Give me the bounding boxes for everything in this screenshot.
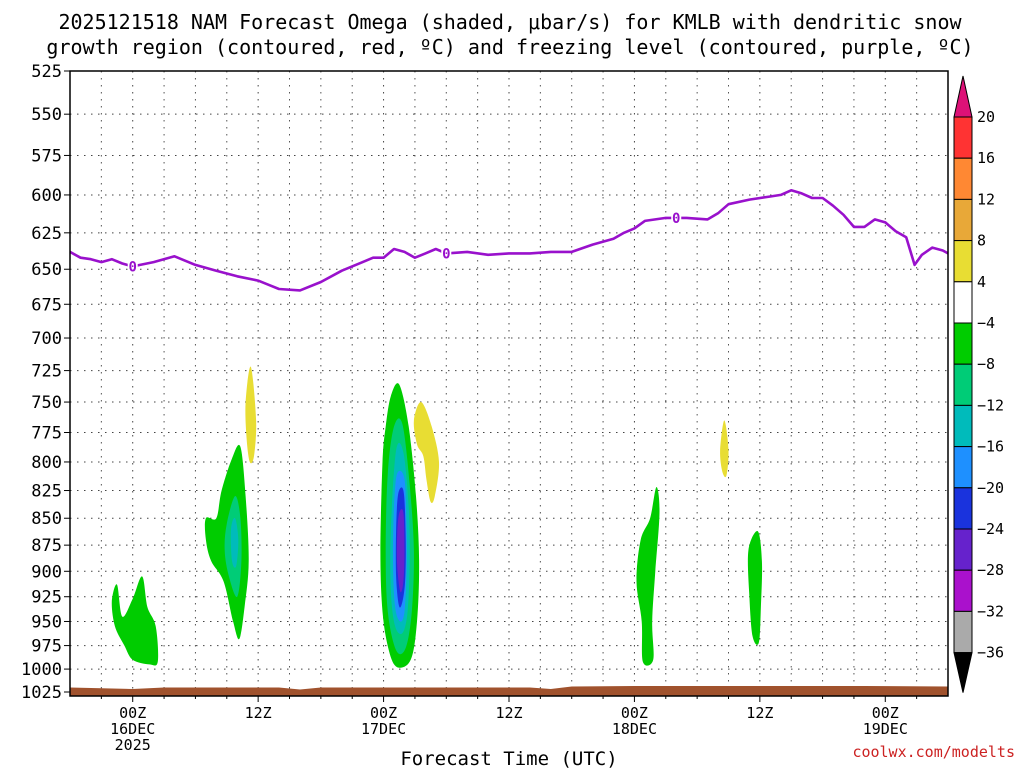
y-tick-label: 850 <box>31 509 62 529</box>
x-tick-label: 00Z <box>119 704 146 722</box>
y-tick-label: 700 <box>31 329 62 349</box>
colorbar-level-label: 12 <box>977 190 995 208</box>
omega-region-uplift-18dec-01z <box>636 487 660 666</box>
freezing-level-label: 0 <box>672 211 680 227</box>
freezing-label-bg <box>671 209 682 226</box>
omega-region-sinking-18dec-07z <box>720 420 729 478</box>
colorbar-band <box>953 569 973 612</box>
x-tick-label: 19DEC <box>863 720 908 738</box>
y-tick-label: 575 <box>31 146 62 166</box>
colorbar-band <box>953 198 973 242</box>
colorbar-band <box>953 322 973 365</box>
y-tick-label: 800 <box>31 453 62 473</box>
x-tick-label: 12Z <box>746 704 773 722</box>
y-tick-label: 525 <box>31 62 62 82</box>
colorbar-level-label: −24 <box>977 520 1004 538</box>
freezing-label-bg <box>441 245 452 262</box>
y-tick-label: 975 <box>31 637 62 657</box>
omega-region-sinking-16dec-11z <box>245 366 257 464</box>
colorbar-band <box>953 528 973 571</box>
freezing-level-label: 0 <box>128 259 136 275</box>
y-tick-label: 750 <box>31 393 62 413</box>
omega-region-uplift-16dec-09z-inner <box>230 517 239 568</box>
y-tick-label: 900 <box>31 562 62 582</box>
x-tick-label: 2025 <box>115 736 151 754</box>
x-tick-label: 16DEC <box>110 720 155 738</box>
x-tick-label: 00Z <box>621 704 648 722</box>
plot-background <box>70 71 948 696</box>
colorbar-level-label: −16 <box>977 438 1004 456</box>
colorbar-level-label: −32 <box>977 602 1004 620</box>
credit-label: coolwx.com/modelts <box>852 743 1015 761</box>
colorbar-level-label: 8 <box>977 232 986 250</box>
x-tick-label: 17DEC <box>361 720 406 738</box>
colorbar-band <box>953 363 973 406</box>
y-tick-label: 650 <box>31 260 62 280</box>
y-tick-label: 550 <box>31 105 62 125</box>
x-tick-label: 00Z <box>370 704 397 722</box>
colorbar-level-label: −8 <box>977 355 995 373</box>
freezing-level-line <box>69 189 949 292</box>
colorbar-band <box>953 240 973 283</box>
colorbar-band <box>953 610 973 654</box>
y-tick-label: 825 <box>31 482 62 502</box>
colorbar-band <box>953 116 973 159</box>
y-tick-label: 775 <box>31 423 62 443</box>
colorbar-band <box>953 487 973 530</box>
terrain-layer <box>70 686 948 696</box>
colorbar-level-label: 16 <box>977 149 995 167</box>
colorbar-level-label: 20 <box>977 108 995 126</box>
omega-region-uplift-18dec-10z <box>747 531 763 645</box>
y-tick-label: 1025 <box>21 683 62 703</box>
freezing-label-bg <box>127 258 138 275</box>
y-tick-label: 925 <box>31 588 62 608</box>
colorbar-level-label: −4 <box>977 314 995 332</box>
colorbar-level-label: −36 <box>977 644 1004 662</box>
y-tick-label: 675 <box>31 295 62 315</box>
colorbar-top-arrow <box>953 75 973 118</box>
x-tick-label: 00Z <box>872 704 899 722</box>
omega-shading <box>111 366 763 668</box>
x-tick-label: 12Z <box>245 704 272 722</box>
colorbar: 20 16 12 8 4 −4 −8 −12 −16 −20 −24 −28 −32 −36 <box>953 75 1004 693</box>
colorbar-level-label: −20 <box>977 479 1004 497</box>
colorbar-level-label: −12 <box>977 396 1004 414</box>
colorbar-level-label: 4 <box>977 273 986 291</box>
x-axis-label: Forecast Time (UTC) <box>400 748 617 768</box>
colorbar-band <box>953 157 973 200</box>
y-tick-label: 950 <box>31 612 62 632</box>
chart-title-line-2: growth region (contoured, red, ºC) and f… <box>46 35 973 59</box>
omega-region-uplift-17dec-00z-l6 <box>396 508 405 593</box>
y-tick-label: 725 <box>31 362 62 382</box>
y-tick-label: 875 <box>31 536 62 556</box>
y-tick-label: 600 <box>31 186 62 206</box>
colorbar-level-label: −28 <box>977 561 1004 579</box>
omega-region-uplift-15dec-18z <box>111 576 159 666</box>
colorbar-band <box>953 404 973 448</box>
colorbar-band <box>953 281 973 324</box>
x-tick-label: 12Z <box>495 704 522 722</box>
x-tick-label: 18DEC <box>612 720 657 738</box>
y-tick-label: 1000 <box>21 660 62 680</box>
chart-title-line-1: 2025121518 NAM Forecast Omega (shaded, μ… <box>58 10 962 34</box>
y-tick-label: 625 <box>31 224 62 244</box>
freezing-level-label: 0 <box>442 246 450 262</box>
omega-region-sinking-17dec-03z <box>413 402 440 503</box>
terrain-fill <box>70 686 948 696</box>
y-axis: 525 550 575 600 625 650 675 700 725 750 775 800 825 8… <box>21 62 70 703</box>
colorbar-bottom-arrow <box>953 652 973 693</box>
colorbar-band <box>953 446 973 489</box>
freezing-level-contour: 0 0 0 <box>69 189 949 292</box>
